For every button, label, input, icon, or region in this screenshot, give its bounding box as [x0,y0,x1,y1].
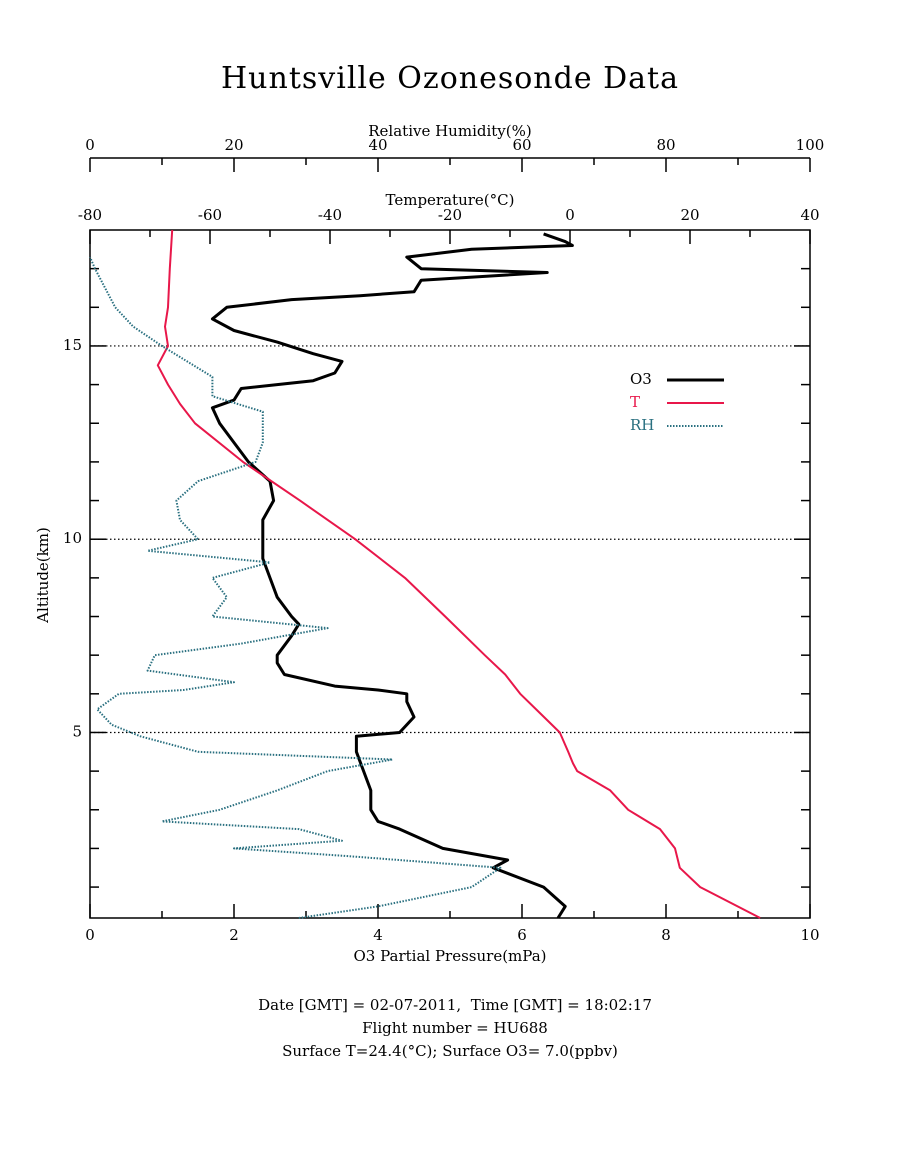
legend-label: O3 [630,370,652,388]
y-tick-label: 15 [63,336,82,354]
x-axis-label: O3 Partial Pressure(mPa) [353,947,546,965]
y-tick-label: 10 [63,529,82,547]
x-tick-label: -20 [438,206,462,224]
x-tick-label: -40 [318,206,342,224]
legend-label: RH [630,416,654,434]
x-tick-label: -80 [78,206,102,224]
y-tick-label: 5 [72,722,82,740]
series-line [89,256,502,919]
x-tick-label: 20 [224,136,243,154]
x-tick-label: 60 [512,136,531,154]
x-tick-label: 0 [85,926,95,944]
x-tick-label: 40 [800,206,819,224]
footer-line: Surface T=24.4(°C); Surface O3= 7.0(ppbv… [282,1042,618,1060]
x-tick-label: 20 [680,206,699,224]
x-tick-label: 8 [661,926,671,944]
humidity-axis-label: Relative Humidity(%) [368,122,531,140]
x-tick-label: 40 [368,136,387,154]
x-tick-label: 6 [517,926,527,944]
x-tick-label: 0 [565,206,575,224]
legend-label: T [630,393,640,411]
y-axis-label: Altitude(km) [34,527,52,624]
x-tick-label: 2 [229,926,239,944]
footer-line: Date [GMT] = 02-07-2011, Time [GMT] = 18… [258,996,652,1014]
series-line [210,232,574,919]
x-tick-label: 10 [800,926,819,944]
temperature-axis-label: Temperature(°C) [386,191,515,209]
x-tick-label: -60 [198,206,222,224]
series-line [156,229,761,919]
footer-line: Flight number = HU688 [362,1019,548,1037]
x-tick-label: 80 [656,136,675,154]
x-tick-label: 4 [373,926,383,944]
chart-title: Huntsville Ozonesonde Data [221,61,679,96]
x-tick-label: 100 [796,136,825,154]
x-tick-label: 0 [85,136,95,154]
